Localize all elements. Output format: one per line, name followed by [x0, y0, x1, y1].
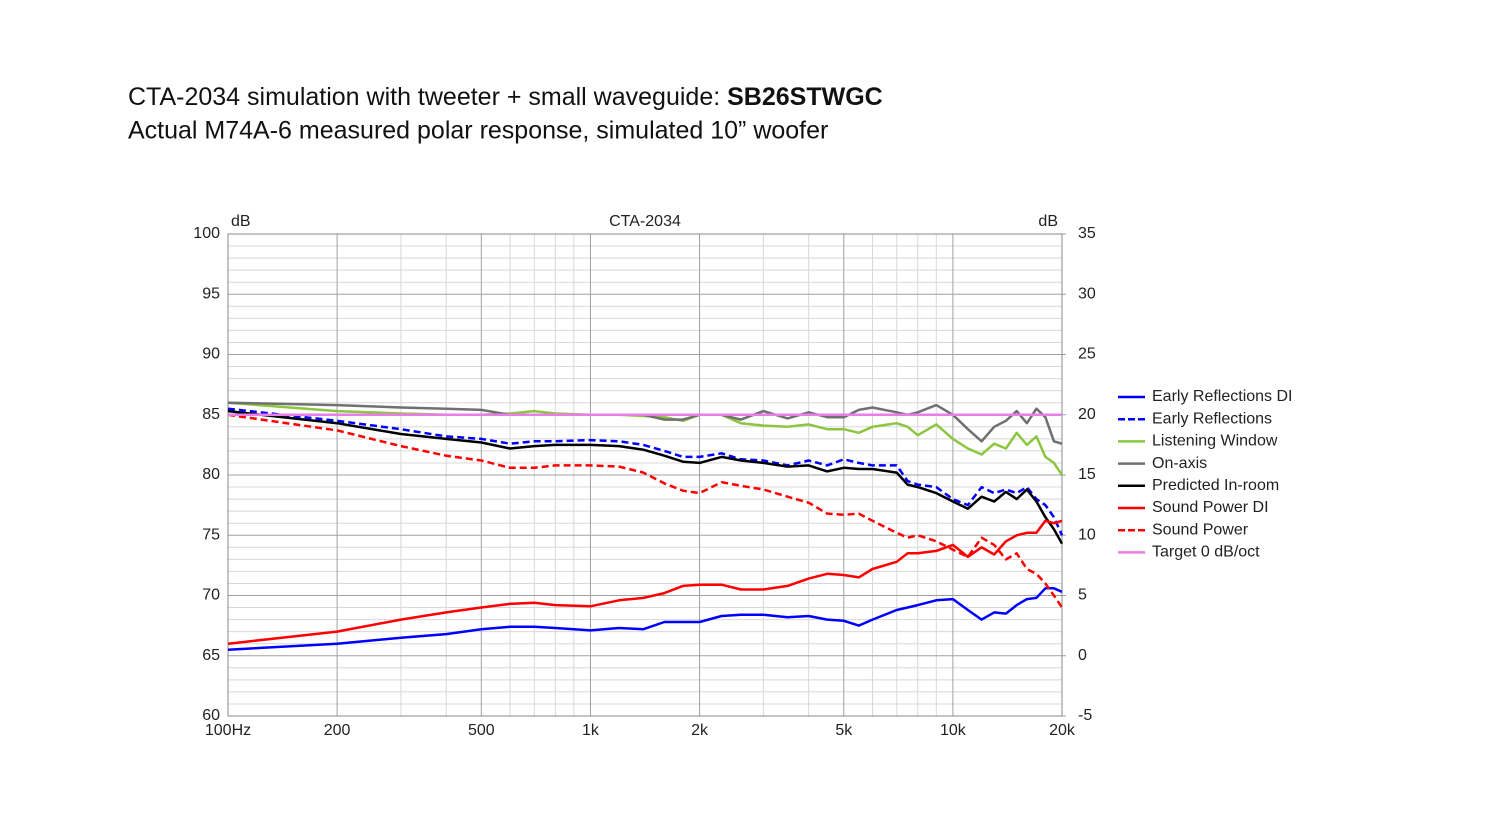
- x-tick-label: 10k: [940, 722, 967, 739]
- x-tick-label: 2k: [691, 722, 709, 739]
- y-tick-label: 90: [202, 346, 220, 363]
- legend-label: Target 0 dB/oct: [1152, 544, 1260, 561]
- x-tick-label: 1k: [582, 722, 600, 739]
- y-tick-label: 85: [202, 406, 220, 423]
- legend-label: Sound Power: [1152, 521, 1249, 538]
- series-line: [227, 413, 1064, 609]
- chart-title: CTA-2034: [609, 213, 681, 230]
- legend-label: Early Reflections DI: [1152, 388, 1293, 405]
- y2-tick-label: 15: [1078, 466, 1096, 483]
- legend-label: Early Reflections: [1152, 410, 1272, 427]
- y2-tick-label: 25: [1078, 346, 1096, 363]
- series-line: [227, 519, 1063, 645]
- x-tick-label: 5k: [835, 722, 853, 739]
- y-axis-label: dB: [231, 213, 251, 230]
- title-text: CTA-2034 simulation with tweeter + small…: [128, 83, 720, 111]
- series-line: [227, 401, 1064, 476]
- y2-axis-label: dB: [1038, 213, 1058, 230]
- y2-tick-label: 10: [1078, 526, 1096, 543]
- legend-label: Sound Power DI: [1152, 499, 1269, 516]
- y-tick-label: 95: [202, 285, 220, 302]
- y-tick-label: 75: [202, 526, 220, 543]
- y-tick-label: 100: [193, 225, 220, 242]
- y-tick-label: 80: [202, 466, 220, 483]
- y-tick-label: 60: [202, 707, 220, 724]
- x-tick-label: 200: [324, 722, 351, 739]
- series-line: [227, 407, 1064, 536]
- legend-label: Predicted In-room: [1152, 477, 1279, 494]
- legend-label: Listening Window: [1152, 433, 1278, 450]
- title: CTA-2034 simulation with tweeter + small…: [128, 83, 883, 111]
- y-tick-label: 70: [202, 587, 220, 604]
- title-bold: SB26STWGC: [727, 83, 883, 111]
- subtitle: Actual M74A-6 measured polar response, s…: [128, 117, 828, 145]
- y2-tick-label: 30: [1078, 285, 1096, 302]
- y2-tick-label: -5: [1078, 707, 1092, 724]
- y2-tick-label: 5: [1078, 587, 1087, 604]
- legend-label: On-axis: [1152, 455, 1207, 472]
- x-tick-label: 20k: [1049, 722, 1076, 739]
- series-line: [227, 587, 1063, 651]
- x-tick-label: 500: [468, 722, 495, 739]
- series-line: [227, 409, 1064, 545]
- y2-tick-label: 35: [1078, 225, 1096, 242]
- x-tick-label: 100Hz: [205, 722, 251, 739]
- y2-tick-label: 0: [1078, 647, 1087, 664]
- y-tick-label: 65: [202, 647, 220, 664]
- y2-tick-label: 20: [1078, 406, 1096, 423]
